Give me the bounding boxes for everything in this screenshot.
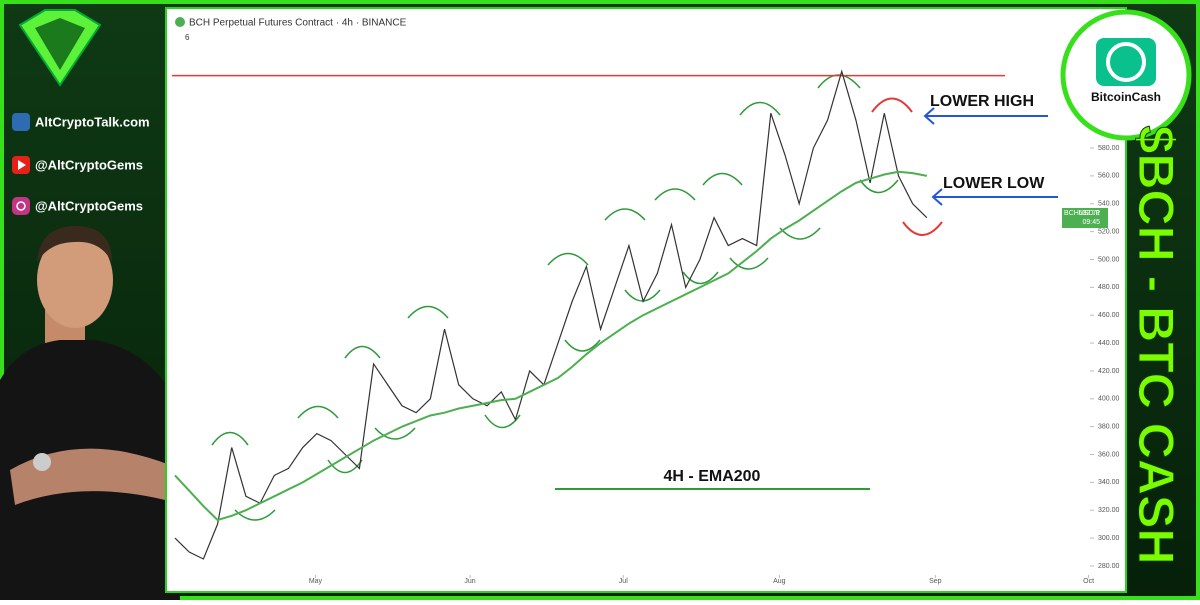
chart-title: BCH Perpetual Futures Contract · 4h · BI… — [189, 18, 407, 29]
symbol-icon — [175, 17, 185, 27]
y-tick-label: 560.00 — [1098, 173, 1120, 180]
annotation: LOWER HIGH — [930, 93, 1034, 110]
x-tick-label: Jun — [464, 578, 475, 585]
x-tick-label: Aug — [773, 578, 786, 585]
coin-name: BitcoinCash — [1091, 90, 1161, 104]
x-tick-label: Oct — [1083, 578, 1094, 585]
x-tick-label: May — [309, 578, 323, 585]
price-time: 09:45 — [1082, 219, 1100, 226]
instagram: @AltCryptoGems — [35, 198, 143, 213]
ema-line — [174, 170, 928, 522]
arrows — [923, 107, 1058, 206]
youtube: @AltCryptoGems — [35, 157, 143, 172]
site: AltCryptoTalk.com — [35, 114, 150, 129]
instagram-icon — [12, 197, 30, 215]
price-value: 532.71 — [1079, 210, 1101, 217]
y-tick-label: 320.00 — [1098, 507, 1120, 514]
y-tick-label: 280.00 — [1098, 563, 1120, 570]
indicator-count: 6 — [185, 33, 190, 42]
annotation: 4H - EMA200 — [664, 468, 761, 485]
y-tick-label: 540.00 — [1098, 201, 1120, 208]
y-tick-label: 480.00 — [1098, 284, 1120, 291]
person — [0, 225, 180, 600]
y-tick-label: 580.00 — [1098, 145, 1120, 152]
y-tick-label: 460.00 — [1098, 312, 1120, 319]
y-tick-label: 380.00 — [1098, 423, 1120, 430]
youtube-icon — [12, 156, 30, 174]
warning-arcs — [871, 97, 943, 236]
y-tick-label: 440.00 — [1098, 340, 1120, 347]
y-tick-label: 520.00 — [1098, 228, 1120, 235]
y-tick-label: 360.00 — [1098, 451, 1120, 458]
coin-ring — [1106, 42, 1146, 82]
annotation: LOWER LOW — [943, 175, 1045, 192]
x-tick-label: Jul — [619, 578, 628, 585]
price-line — [174, 69, 928, 560]
headline: $BCH - BTC CASH — [1128, 126, 1184, 565]
price-symbol: BCHUSD.P — [1064, 210, 1101, 217]
y-tick-label: 420.00 — [1098, 368, 1120, 375]
y-tick-label: 400.00 — [1098, 396, 1120, 403]
y-tick-label: 300.00 — [1098, 535, 1120, 542]
last-price-tag: BCHUSD.P 532.71 09:45 — [1062, 208, 1108, 228]
site-icon — [12, 113, 30, 131]
x-tick-label: Sep — [929, 578, 942, 585]
y-tick-label: 500.00 — [1098, 256, 1120, 263]
y-tick-label: 340.00 — [1098, 479, 1120, 486]
logo — [18, 9, 102, 87]
